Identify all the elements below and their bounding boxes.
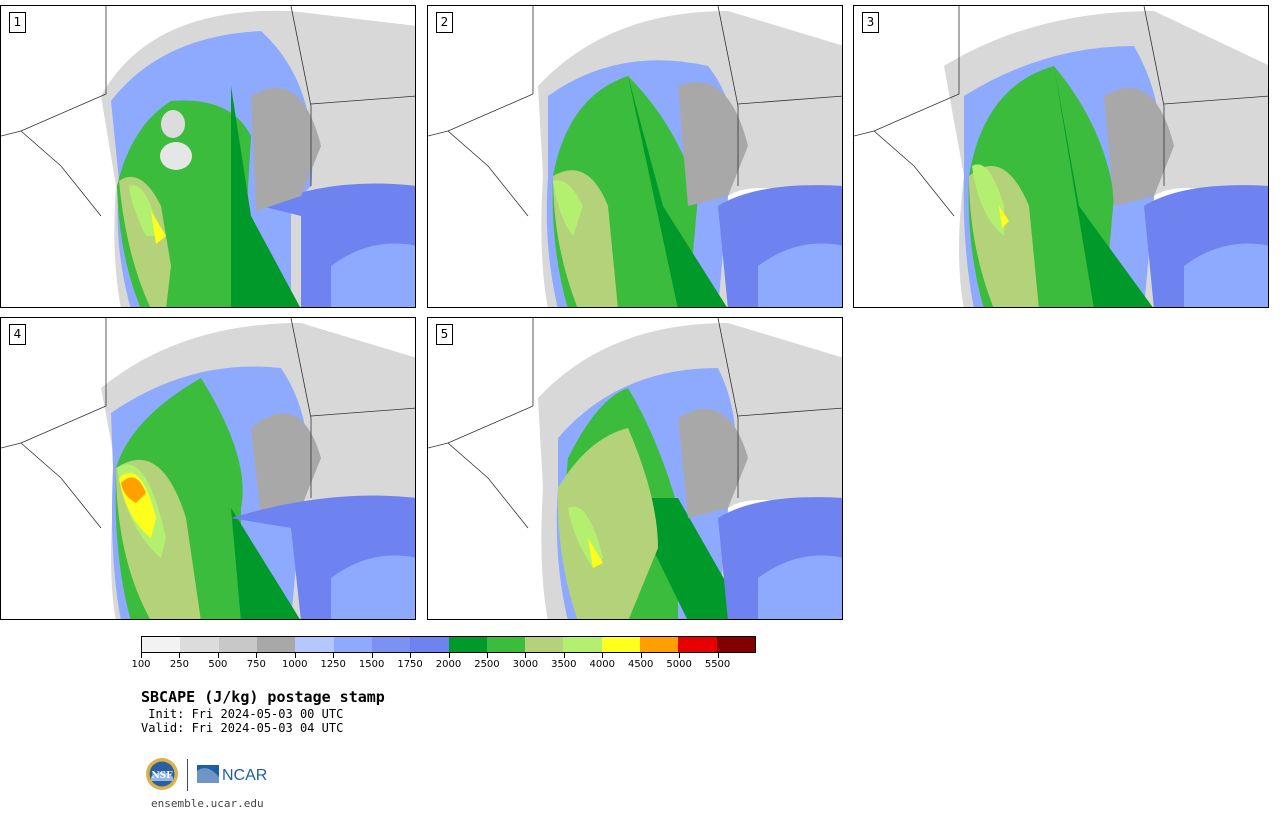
ncar-logo-icon: NCAR — [197, 765, 267, 784]
colorbar-tick-label: 2000 — [435, 659, 462, 670]
colorbar-tick-label: 3000 — [512, 659, 539, 670]
panel-number-label: 1 — [9, 12, 26, 33]
colorbar-tick-label: 5500 — [704, 659, 731, 670]
panel-number-label: 4 — [9, 324, 26, 345]
colorbar-swatch — [448, 637, 487, 652]
colorbar-tick-label: 500 — [208, 659, 228, 670]
panel-number-label: 5 — [436, 324, 453, 345]
colorbar-swatch — [333, 637, 372, 652]
colorbar-tick-label: 5000 — [666, 659, 692, 670]
colorbar-swatch — [716, 637, 755, 652]
colorbar-tick-label: 100 — [131, 659, 151, 670]
ensemble-member-panel-1: 1 — [0, 5, 416, 308]
colorbar-tick-label: 250 — [169, 659, 189, 670]
colorbar-swatch — [678, 637, 717, 652]
sbcape-map-2 — [428, 6, 842, 307]
sbcape-map-1 — [1, 6, 415, 307]
colorbar-tick-label: 1250 — [320, 659, 346, 670]
ensemble-member-panel-2: 2 — [427, 5, 843, 308]
colorbar-tick-mark — [525, 653, 527, 658]
colorbar-tick-label: 1750 — [397, 659, 423, 670]
nsf-logo-text: NSF — [151, 771, 173, 781]
colorbar-swatch — [601, 637, 641, 652]
colorbar-swatch — [486, 637, 526, 652]
colorbar-tick-mark — [448, 653, 450, 658]
colorbar-tick-mark — [602, 653, 604, 658]
colorbar-tick-mark — [679, 653, 681, 658]
colorbar-swatch — [525, 637, 564, 652]
colorbar — [141, 636, 756, 653]
sbcape-map-3 — [854, 6, 1268, 307]
colorbar-swatch — [563, 637, 602, 652]
colorbar-tick-label: 3500 — [551, 659, 577, 670]
colorbar-tick-mark — [256, 653, 258, 658]
ncar-logo-text: NCAR — [222, 767, 267, 784]
colorbar-tick-label: 4500 — [627, 659, 654, 670]
colorbar-tick-label: 4000 — [589, 659, 615, 670]
valid-time: Valid: Fri 2024-05-03 04 UTC — [141, 721, 344, 735]
colorbar-ticks: 100 250 500 750 1000 1250 1500 1750 2000 2500 3000… — [131, 653, 756, 673]
nsf-logo-icon: NSF — [146, 758, 178, 790]
colorbar-swatch — [218, 637, 257, 652]
colorbar-swatch — [410, 637, 449, 652]
colorbar-tick-mark — [179, 653, 181, 658]
colorbar-swatch — [142, 637, 181, 652]
colorbar-swatch — [371, 637, 411, 652]
colorbar-swatch — [640, 637, 679, 652]
footer-url[interactable]: ensemble.ucar.edu — [151, 797, 264, 810]
logo-divider — [187, 759, 188, 791]
colorbar-swatch — [256, 637, 296, 652]
colorbar-tick-mark — [333, 653, 335, 658]
colorbar-tick-label: 1500 — [358, 659, 385, 670]
colorbar-tick-label: 1000 — [282, 659, 308, 670]
colorbar-tick-mark — [486, 653, 488, 658]
init-time: Init: Fri 2024-05-03 00 UTC — [141, 707, 344, 721]
sbcape-map-4 — [1, 318, 415, 619]
colorbar-tick-label: 2500 — [474, 659, 500, 670]
ensemble-member-panel-5: 5 — [427, 317, 843, 620]
panel-number-label: 2 — [436, 12, 453, 33]
colorbar-tick-mark — [640, 653, 642, 658]
panel-number-label: 3 — [862, 12, 879, 33]
chart-title: SBCAPE (J/kg) postage stamp — [141, 688, 385, 706]
colorbar-tick-mark — [563, 653, 565, 658]
colorbar-tick-mark — [371, 653, 373, 658]
colorbar-tick-label: 750 — [246, 659, 266, 670]
colorbar-swatch — [180, 637, 219, 652]
logos: NSF NCAR — [145, 757, 275, 793]
colorbar-tick-mark — [717, 653, 719, 658]
colorbar-tick-mark — [217, 653, 219, 658]
colorbar-swatch — [295, 637, 334, 652]
colorbar-tick-mark — [410, 653, 412, 658]
colorbar-tick-mark — [294, 653, 296, 658]
ensemble-member-panel-4: 4 — [0, 317, 416, 620]
colorbar-tick-mark — [141, 653, 142, 658]
ensemble-member-panel-3: 3 — [853, 5, 1269, 308]
sbcape-map-5 — [428, 318, 842, 619]
